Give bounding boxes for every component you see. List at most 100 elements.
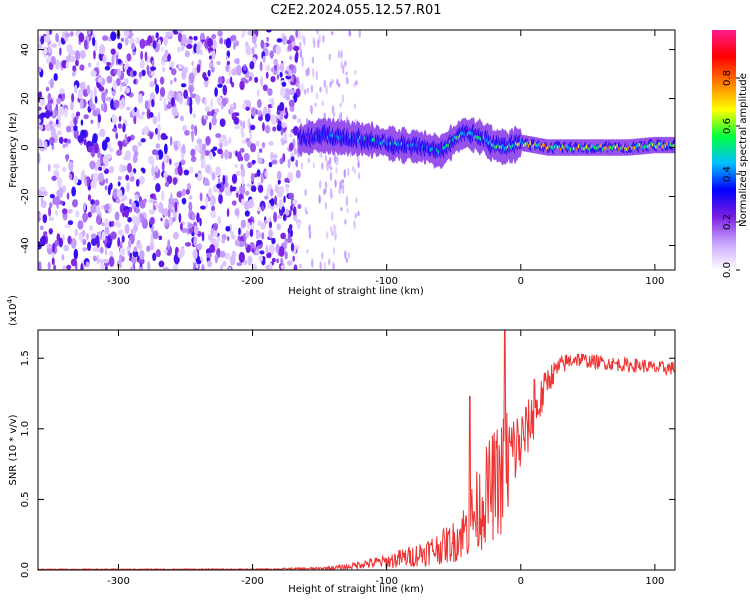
spectrogram-noise-cell [122, 123, 126, 133]
spectrogram-noise-cell [236, 262, 243, 267]
spectrogram-noise-cell [104, 225, 110, 235]
spectrogram-noise-cell [255, 140, 260, 147]
spectrogram-noise-cell [262, 55, 266, 63]
spectrogram-noise-cell [250, 143, 257, 153]
spectrogram-noise-cell [206, 252, 212, 258]
spectrogram-noise-cell [66, 44, 73, 53]
spectrogram-noise-cell [274, 195, 278, 206]
spectrogram-noise-cell [188, 222, 192, 229]
spectrogram-noise-cell [341, 182, 344, 187]
spectrogram-noise-cell [210, 66, 215, 73]
spectrogram-noise-cell [160, 190, 165, 202]
spectrogram-noise-cell [245, 230, 250, 239]
spectrogram-noise-cell [204, 106, 211, 113]
spectrogram-noise-cell [281, 206, 285, 214]
spectrogram-noise-cell [163, 97, 167, 107]
spectrogram-noise-cell [306, 88, 309, 94]
spectrogram-noise-cell [77, 90, 83, 100]
spectrogram-noise-cell [117, 123, 122, 129]
spectrogram-noise-cell [323, 261, 327, 270]
spectrogram-noise-cell [138, 266, 144, 270]
spectrogram-noise-cell [158, 235, 163, 241]
spectrogram-noise-cell [139, 59, 145, 69]
spectrogram-noise-cell [311, 258, 314, 269]
spectrogram-noise-cell [180, 159, 186, 166]
spectrogram-noise-cell [283, 88, 291, 98]
spectrogram-noise-cell [169, 79, 173, 85]
spectrogram-noise-cell [234, 66, 237, 76]
spectrogram-noise-cell [83, 114, 89, 120]
spectrogram-noise-cell [190, 156, 197, 163]
spectrogram-noise-cell [215, 166, 222, 177]
spectrogram-noise-cell [228, 67, 232, 77]
spectrogram-noise-cell [292, 206, 297, 216]
spectrogram-noise-cell [340, 207, 343, 212]
spectrogram-noise-cell [186, 43, 193, 50]
spectrogram-noise-cell [152, 115, 158, 125]
spectrogram-noise-cell [196, 212, 200, 223]
spectrogram-noise-cell [159, 95, 163, 102]
spectrogram-noise-cell [294, 53, 299, 64]
spectrogram-noise-cell [337, 82, 341, 88]
spectrogram-noise-cell [288, 64, 295, 71]
spectrogram-noise-cell [204, 115, 209, 120]
spectrogram-noise-cell [48, 43, 51, 54]
spectrogram-noise-cell [122, 165, 128, 172]
spectrogram-x-tick-label: -300 [107, 276, 130, 287]
spectrogram-noise-cell [43, 35, 51, 43]
spectrogram-noise-cell [317, 38, 320, 49]
spectrogram-noise-cell [95, 215, 101, 225]
spectrogram-noise-cell [51, 257, 55, 266]
spectrogram-noise-cell [70, 31, 74, 37]
spectrogram-noise-cell [264, 170, 268, 177]
spectrogram-noise-cell [216, 96, 223, 104]
spectrogram-noise-cell [120, 37, 125, 42]
spectrogram-noise-cell [275, 243, 280, 254]
spectrogram-noise-cell [155, 154, 160, 161]
spectrogram-noise-cell [210, 210, 217, 219]
spectrogram-noise-cell [244, 242, 248, 248]
spectrogram-noise-cell [57, 106, 65, 117]
spectrogram-noise-cell [328, 258, 331, 266]
spectrogram-noise-cell [288, 133, 294, 138]
spectrogram-noise-cell [162, 266, 170, 270]
spectrogram-noise-cell [318, 194, 321, 204]
spectrogram-noise-cell [236, 64, 242, 76]
spectrogram-noise-cell [273, 69, 278, 76]
spectrogram-y-tick-label: 40 [20, 43, 31, 56]
spectrogram-noise-cell [94, 96, 98, 104]
spectrogram-noise-cell [264, 113, 271, 122]
spectrogram-noise-cell [229, 76, 233, 85]
spectrogram-noise-cell [217, 30, 223, 37]
spectrogram-noise-cell [161, 46, 164, 52]
spectrogram-noise-cell [58, 136, 64, 144]
spectrogram-noise-cell [163, 143, 168, 155]
spectrogram-noise-cell [116, 149, 122, 156]
spectrogram-noise-cell [242, 103, 247, 110]
spectrogram-noise-cell [83, 138, 87, 146]
spectrogram-noise-cell [38, 43, 43, 49]
spectrogram-noise-cell [275, 45, 282, 55]
spectrogram-noise-cell [144, 51, 148, 62]
spectrogram-noise-cell [196, 43, 201, 55]
spectrogram-noise-cell [49, 136, 56, 144]
spectrogram-noise-cell [189, 104, 193, 115]
spectrogram-noise-cell [143, 198, 147, 204]
spectrogram-noise-cell [184, 242, 192, 247]
spectrogram-noise-cell [113, 99, 120, 109]
spectrogram-noise-cell [140, 50, 144, 61]
spectrogram-noise-cell [266, 36, 269, 42]
spectrogram-noise-cell [354, 70, 357, 75]
spectrogram-noise-cell [79, 49, 86, 59]
spectrogram-noise-cell [321, 100, 324, 107]
spectrogram-noise-cell [290, 229, 293, 238]
spectrogram-noise-cell [255, 230, 262, 239]
spectrogram-noise-cell [268, 161, 273, 168]
spectrogram-noise-cell [303, 36, 306, 46]
spectrogram-noise-cell [43, 140, 48, 150]
spectrogram-noise-cell [331, 79, 334, 85]
spectrogram-noise-cell [257, 157, 263, 165]
spectrogram-noise-cell [40, 36, 45, 45]
spectrogram-noise-cell [74, 228, 79, 237]
spectrogram-noise-cell [292, 114, 297, 120]
